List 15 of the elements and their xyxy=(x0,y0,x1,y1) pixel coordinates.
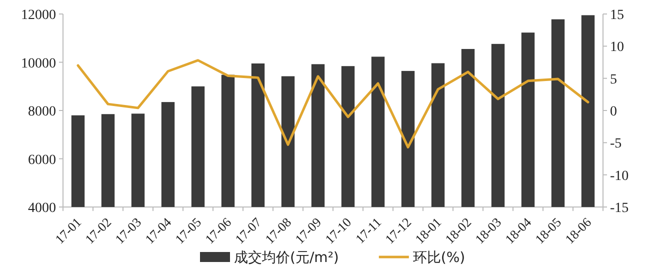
y-tick-label: 12000 xyxy=(21,8,56,23)
y2-tick-label: 15 xyxy=(610,8,624,23)
legend-label: 成交均价(元/m²) xyxy=(234,250,339,266)
y-tick-label: 4000 xyxy=(28,201,56,216)
y2-tick-label: -10 xyxy=(610,168,629,184)
line-series xyxy=(76,59,590,148)
y2-tick-label: -15 xyxy=(610,201,629,216)
legend-label: 环比(%) xyxy=(412,250,466,266)
y2-tick-label: -5 xyxy=(610,136,622,152)
y-tick-label: 10000 xyxy=(21,56,56,72)
y2-tick-label: 5 xyxy=(610,72,617,88)
y2-tick-label: 0 xyxy=(610,104,617,120)
y-tick-label: 6000 xyxy=(28,152,56,168)
y2-tick-label: 10 xyxy=(610,40,624,56)
y-tick-label: 8000 xyxy=(28,104,56,120)
